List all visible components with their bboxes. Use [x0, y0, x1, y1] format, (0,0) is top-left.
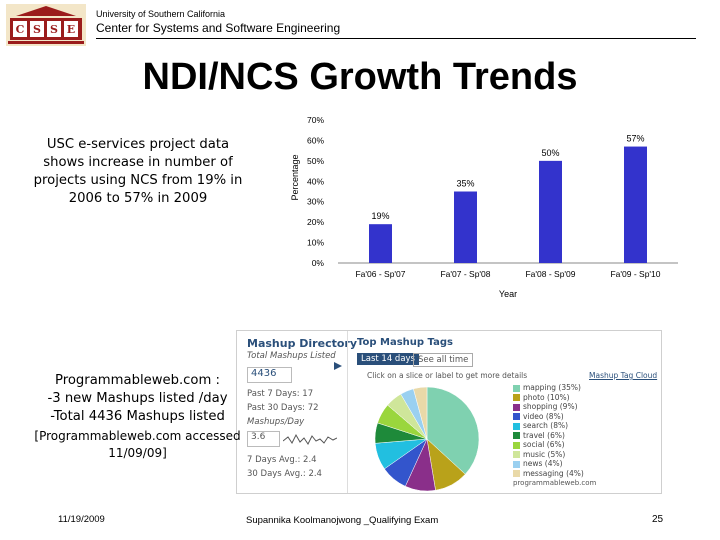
legend-label: video (8%) — [523, 411, 564, 421]
bar — [539, 160, 562, 263]
bar-value-label: 57% — [626, 134, 644, 144]
header-divider — [96, 38, 696, 39]
legend-item[interactable]: video (8%) — [513, 412, 564, 421]
y-tick-label: 0% — [312, 258, 325, 268]
x-tick-label: Fa'06 - Sp'07 — [355, 269, 405, 279]
legend-swatch — [513, 403, 520, 411]
legend-item[interactable]: mapping (35%) — [513, 383, 581, 392]
legend-item[interactable]: travel (6%) — [513, 431, 565, 440]
tab-last-14-days[interactable]: Last 14 days — [357, 353, 419, 365]
summary-line-3: -Total 4436 Mashups listed — [50, 409, 225, 424]
y-tick-label: 70% — [307, 115, 324, 125]
total-mashups-value: 4436 — [247, 367, 292, 383]
tags-instruction: Click on a slice or label to get more de… — [367, 371, 528, 380]
pie-legend: mapping (35%) photo (10%) shopping (9%) vid… — [513, 383, 653, 483]
legend-item[interactable]: social (6%) — [513, 440, 565, 449]
top-tags-title: Top Mashup Tags — [357, 337, 453, 348]
legend-swatch — [513, 432, 520, 439]
legend-item[interactable]: shopping (9%) — [513, 402, 578, 411]
x-tick-label: Fa'09 - Sp'10 — [610, 269, 660, 279]
bar-value-label: 19% — [371, 211, 389, 221]
legend-swatch — [513, 422, 520, 430]
page-number: 25 — [652, 514, 664, 525]
tab-all-time[interactable]: See all time — [413, 353, 474, 367]
pie-slice[interactable] — [426, 386, 480, 475]
x-tick-label: Fa'08 - Sp'09 — [525, 269, 575, 279]
tag-cloud-link[interactable]: Mashup Tag Cloud — [589, 371, 658, 380]
legend-swatch — [513, 451, 520, 458]
summary-line-2: -3 new Mashups listed /day — [47, 391, 228, 406]
footer-date: 11/19/2009 — [58, 514, 105, 525]
svg-text:S: S — [50, 23, 58, 36]
y-tick-label: 20% — [307, 217, 324, 227]
legend-swatch — [513, 394, 520, 401]
source-label: programmableweb.com — [513, 479, 597, 487]
footer-author: Supannika Koolmanojwong _Qualifying Exam — [246, 515, 439, 526]
growth-bar-chart: 0% 10% 20% 30% 40% 50% 60% 70% Percentage 19% Fa'0… — [290, 115, 678, 299]
avg30-stat: 30 Days Avg.: 2.4 — [247, 469, 322, 479]
svg-text:E: E — [67, 23, 75, 36]
bar-value-label: 50% — [541, 148, 559, 158]
mashup-directory-title: Mashup Directory — [247, 337, 357, 350]
x-axis-label: Year — [499, 289, 517, 299]
svg-text:C: C — [16, 23, 25, 36]
total-label: Total Mashups Listed — [247, 351, 336, 361]
legend-label: search (8%) — [523, 421, 569, 430]
programmableweb-summary: Programmableweb.com : -3 new Mashups lis… — [30, 372, 245, 426]
chart-description: USC e-services project data shows increa… — [33, 137, 243, 206]
past7-stat: Past 7 Days: 17 — [247, 389, 314, 399]
y-tick-label: 40% — [307, 176, 324, 186]
y-tick-label: 30% — [307, 197, 324, 207]
bar — [624, 146, 647, 263]
usc-csse-logo: C S S E — [6, 4, 86, 46]
legend-item[interactable]: messaging (4%) — [513, 469, 584, 478]
legend-label: news (4%) — [523, 459, 563, 468]
legend-item[interactable]: search (8%) — [513, 421, 568, 430]
sparkline-icon — [283, 433, 337, 445]
legend-label: messaging (4%) — [523, 468, 584, 478]
summary-citation: [Programmableweb.com accessed 11/09/09] — [34, 429, 241, 460]
past30-stat: Past 30 Days: 72 — [247, 403, 319, 413]
summary-line-1: Programmableweb.com : — [55, 373, 220, 388]
legend-swatch — [513, 470, 520, 477]
svg-text:S: S — [33, 23, 41, 36]
legend-label: photo (10%) — [523, 392, 570, 402]
bar — [369, 224, 392, 263]
legend-label: travel (6%) — [523, 430, 565, 440]
legend-label: music (5%) — [523, 449, 566, 459]
pie-slice[interactable] — [413, 386, 428, 440]
programmableweb-screenshot: Mashup Directory Total Mashups Listed 44… — [236, 330, 662, 494]
panel-divider — [347, 331, 348, 493]
legend-label: shopping (9%) — [523, 402, 578, 411]
legend-item[interactable]: photo (10%) — [513, 393, 570, 402]
legend-swatch — [513, 460, 520, 468]
y-tick-label: 60% — [307, 135, 324, 145]
bar — [454, 191, 477, 263]
mashup-tags-pie — [374, 386, 480, 492]
legend-swatch — [513, 384, 520, 392]
legend-label: mapping (35%) — [523, 383, 581, 392]
y-axis-label: Percentage — [290, 154, 300, 200]
center-name: Center for Systems and Software Engineer… — [96, 21, 341, 35]
avg7-stat: 7 Days Avg.: 2.4 — [247, 455, 317, 465]
y-tick-label: 50% — [307, 156, 324, 166]
legend-item[interactable]: music (5%) — [513, 450, 565, 459]
bar-value-label: 35% — [456, 179, 474, 189]
per-day-value: 3.6 — [247, 431, 280, 447]
arrow-icon — [334, 362, 342, 370]
legend-swatch — [513, 413, 520, 420]
legend-item[interactable]: news (4%) — [513, 459, 563, 468]
per-day-label: Mashups/Day — [247, 417, 305, 427]
slide-title: NDI/NCS Growth Trends — [142, 56, 578, 98]
x-tick-label: Fa'07 - Sp'08 — [440, 269, 490, 279]
y-tick-label: 10% — [307, 238, 324, 248]
legend-swatch — [513, 441, 520, 449]
legend-label: social (6%) — [523, 440, 565, 449]
university-name: University of Southern California — [96, 9, 226, 19]
